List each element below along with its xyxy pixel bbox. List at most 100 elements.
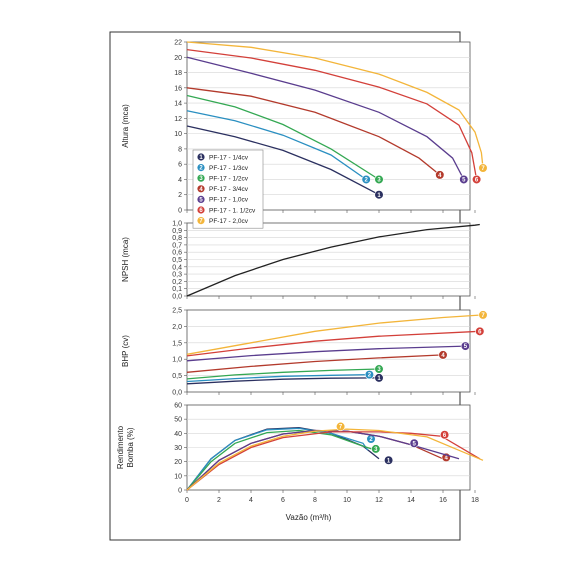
series-badge (460, 341, 471, 351)
series-line-bhp-1 (186, 377, 380, 385)
series-badge (475, 326, 485, 336)
legend-swatch (197, 164, 205, 172)
series-badge-label: 6 (443, 433, 447, 439)
y-tick-label: 22 (174, 40, 182, 47)
series-line-bhp-2 (186, 373, 370, 383)
y-tick-label: 60 (174, 403, 182, 410)
series-line-altura-6 (186, 48, 478, 180)
y-tick-label: 1,0 (172, 357, 182, 364)
x-tick-label: 16 (439, 497, 447, 504)
legend-swatch-number: 4 (199, 187, 203, 193)
legend-entry: PF-17 - 1,0cv (209, 197, 249, 204)
legend-swatch (197, 217, 205, 225)
y-tick-label: 4 (178, 177, 182, 184)
series-badge-label: 1 (377, 193, 381, 199)
y-tick-label: 0,4 (172, 264, 182, 271)
y-tick-label: 50 (174, 417, 182, 424)
series-badge-label: 5 (462, 178, 466, 184)
legend-swatch-number: 1 (199, 155, 203, 161)
series-line-altura-4 (186, 87, 441, 176)
series-badge (435, 170, 445, 180)
legend-entry: PF-17 - 1/4cv (209, 154, 249, 161)
legend-swatch (197, 206, 205, 214)
y-tick-label: 0,5 (172, 373, 182, 380)
series-line-rendimento-5 (186, 429, 460, 491)
legend-swatch-number: 7 (199, 219, 203, 225)
series-badge (459, 174, 469, 185)
x-tick-label: 2 (217, 497, 221, 504)
series-badge (374, 190, 384, 200)
y-tick-label: 2,5 (172, 308, 182, 315)
y-tick-label: 30 (174, 445, 182, 452)
series-line-rendimento-7 (186, 428, 484, 491)
series-line-bhp-3 (186, 368, 380, 380)
series-line-altura-2 (186, 110, 367, 181)
series-badge-label: 5 (413, 441, 417, 447)
y-tick-label: 20 (174, 459, 182, 466)
y-tick-label: 10 (174, 131, 182, 138)
y-axis-label-altura: Altura (mca) (121, 104, 130, 148)
x-tick-label: 14 (407, 497, 415, 504)
series-line-altura-7 (186, 41, 484, 169)
y-tick-label: 20 (174, 55, 182, 62)
y-axis-label-rendimento: Rendimento (116, 425, 125, 469)
series-line-altura-3 (186, 94, 380, 181)
x-tick-label: 18 (471, 497, 479, 504)
series-line-altura-1 (186, 125, 380, 196)
x-axis-label: Vazão (m³/h) (286, 513, 332, 522)
y-tick-label: 0 (178, 208, 182, 215)
x-tick-label: 12 (375, 497, 383, 504)
x-tick-label: 10 (343, 497, 351, 504)
y-tick-label: 0,8 (172, 235, 182, 242)
series-badge (478, 163, 488, 173)
series-badge (440, 430, 450, 440)
series-badge-label: 7 (481, 313, 485, 319)
legend-entry: PF-17 - 2,0cv (209, 218, 249, 225)
y-tick-label: 16 (174, 85, 182, 92)
y-tick-label: 0,2 (172, 279, 182, 286)
series-badge-label: 1 (377, 376, 381, 382)
series-badge-label: 4 (438, 173, 442, 179)
series-badge (361, 174, 371, 185)
y-tick-label: 0,3 (172, 272, 182, 279)
series-line-bhp-7 (186, 314, 484, 355)
legend-swatch (197, 195, 205, 203)
x-tick-label: 0 (185, 497, 189, 504)
legend-swatch (197, 153, 205, 161)
y-tick-label: 10 (174, 473, 182, 480)
legend-swatch (197, 174, 205, 182)
series-badge (478, 310, 488, 320)
series-badge-label: 5 (464, 344, 468, 350)
series-badge-label: 2 (365, 178, 369, 184)
y-tick-label: 40 (174, 431, 182, 438)
series-line-bhp-5 (186, 345, 466, 362)
y-tick-label: 0,6 (172, 250, 182, 257)
y-tick-label: 12 (174, 116, 182, 123)
legend-box (192, 149, 264, 229)
y-tick-label: 6 (178, 162, 182, 169)
legend-entry: PF-17 - 3/4cv (209, 186, 249, 193)
series-badge (371, 444, 381, 454)
legend-swatch-number: 2 (199, 166, 203, 172)
series-badge (384, 455, 394, 465)
y-tick-label: 2,0 (172, 324, 182, 331)
series-badge (336, 421, 346, 432)
series-badge-label: 7 (339, 425, 343, 431)
x-tick-label: 4 (249, 497, 253, 504)
series-badge-label: 3 (377, 367, 381, 373)
series-badge (409, 438, 419, 448)
y-tick-label: 18 (174, 70, 182, 77)
series-badge-label: 2 (369, 437, 373, 443)
y-tick-label: 0,0 (172, 294, 182, 301)
y-tick-label: 0,5 (172, 257, 182, 264)
y-tick-label: 1,0 (172, 221, 182, 228)
legend-swatch-number: 6 (199, 208, 203, 214)
legend-swatch (197, 185, 205, 193)
y-axis-label-rendimento: Bomba (%) (126, 427, 135, 467)
y-tick-label: 0,1 (172, 286, 182, 293)
series-badge-label: 2 (368, 373, 372, 379)
y-tick-label: 0 (178, 488, 182, 495)
series-badge-label: 6 (478, 329, 482, 335)
